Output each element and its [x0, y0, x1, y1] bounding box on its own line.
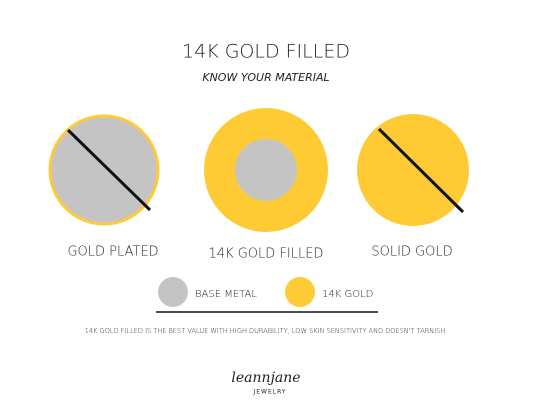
- material-label: SOLID GOLD: [371, 245, 452, 260]
- circle: [357, 114, 469, 226]
- material-label: GOLD PLATED: [67, 245, 158, 260]
- material-label: 14K GOLD FILLED: [209, 247, 324, 262]
- legend-label: 14K GOLD: [322, 289, 373, 300]
- subtitle: KNOW YOUR MATERIAL: [202, 71, 329, 84]
- logo-tagline: JEWELRY: [252, 389, 286, 396]
- inner-circle: [235, 139, 297, 201]
- logo-name: leannjane: [231, 370, 300, 386]
- cross-section-line: [66, 128, 152, 212]
- footer-text: 14K GOLD FILLED IS THE BEST VALUE WITH H…: [85, 327, 448, 335]
- gold-plated-diagram: [48, 114, 160, 226]
- gold-filled-diagram: [204, 108, 328, 232]
- title: 14K GOLD FILLED: [182, 41, 350, 63]
- solid-gold-diagram: [357, 114, 469, 226]
- legend-swatch: [285, 277, 315, 307]
- legend-label: BASE METAL: [195, 289, 257, 300]
- legend-swatch: [158, 277, 188, 307]
- cross-section-line: [377, 127, 465, 214]
- circle: [48, 114, 160, 226]
